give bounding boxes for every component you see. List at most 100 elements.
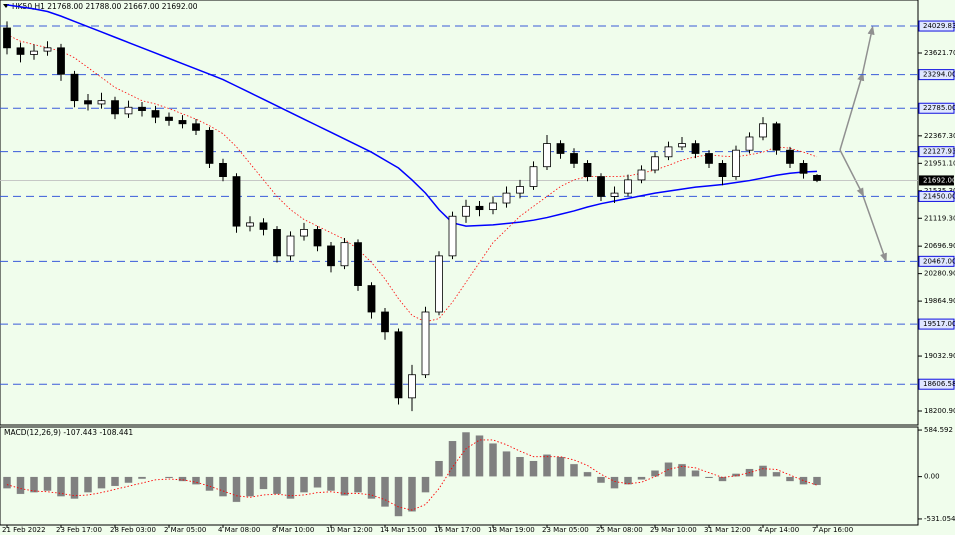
candle-body <box>340 242 349 267</box>
x-tick-label: 14 Mar 15:00 <box>380 526 427 534</box>
macd-bar <box>29 476 39 493</box>
macd-bar <box>83 476 93 493</box>
candle-body <box>367 285 376 313</box>
candle-body <box>759 123 767 138</box>
level-label: 19517.00 <box>923 320 955 328</box>
x-tick-label: 2 Mar 05:00 <box>164 526 206 534</box>
macd-bar <box>164 476 174 479</box>
macd-bar <box>799 476 808 485</box>
level-label-box <box>918 378 955 390</box>
macd-bar <box>407 476 417 512</box>
macd-bar <box>583 471 592 477</box>
candle-body <box>246 222 254 227</box>
candle-body <box>624 179 632 194</box>
signal-line <box>6 439 818 511</box>
candle-body <box>354 242 362 286</box>
candle-body <box>16 47 25 55</box>
macd-bar <box>137 476 147 480</box>
candle-body <box>178 120 187 125</box>
level-label-box <box>918 146 955 158</box>
arrow <box>861 25 875 77</box>
candle-body <box>313 229 322 247</box>
level-label: 20467.00 <box>923 257 955 265</box>
macd-bar <box>623 476 633 485</box>
level-label-box <box>918 20 955 32</box>
macd-bar <box>124 476 133 484</box>
macd-bar <box>596 476 606 484</box>
x-tick-label: 31 Mar 12:00 <box>704 526 751 534</box>
candle-body <box>799 162 808 174</box>
candle-body <box>489 202 497 211</box>
candle-body <box>192 123 200 131</box>
macd-bar <box>245 476 255 497</box>
y-tick-label: 0.00 <box>924 473 940 481</box>
y-tick-label: 20280.90 <box>924 270 955 278</box>
candle-body <box>813 175 821 181</box>
x-tick-label: 21 Feb 2022 <box>2 526 46 534</box>
candle-body <box>30 50 38 55</box>
current-price-label: 21692.00 <box>923 176 955 184</box>
x-tick-label: 29 Mar 10:00 <box>650 526 697 534</box>
candle-body <box>772 123 781 151</box>
candle-body <box>556 143 565 154</box>
y-tick-label: 21119.30 <box>924 214 955 222</box>
candle-body <box>705 153 713 164</box>
candle-body <box>529 166 538 187</box>
macd-bar <box>191 476 201 485</box>
y-tick-label: 18200.90 <box>924 407 955 415</box>
level-label: 18606.58 <box>923 380 955 388</box>
candle-body <box>678 143 686 148</box>
macd-bar <box>178 476 187 482</box>
main-frame <box>0 0 919 426</box>
macd-bar <box>272 476 282 495</box>
candle-body <box>435 255 443 313</box>
level-label-box <box>918 69 955 81</box>
macd-bar <box>461 431 471 477</box>
candle-body <box>691 143 700 154</box>
candle-body <box>664 146 673 158</box>
x-tick-label: 16 Mar 17:00 <box>434 526 481 534</box>
moving-average <box>6 34 818 323</box>
macd-bar <box>367 476 376 500</box>
macd-bar <box>56 476 66 497</box>
macd-bar <box>97 476 106 489</box>
candle-body <box>543 143 551 168</box>
macd-bar <box>286 476 295 500</box>
macd-title: MACD(12,26,9) -107.443 -108.441 <box>4 428 133 437</box>
macd-bar <box>569 463 579 477</box>
candle-body <box>124 106 133 115</box>
current-price-box <box>919 175 954 186</box>
candle-body <box>718 162 727 178</box>
candle-body <box>273 229 281 257</box>
candle-body <box>138 106 146 111</box>
candle-body <box>651 156 659 171</box>
x-tick-label: 18 Mar 19:00 <box>488 526 535 534</box>
level-label-box <box>918 255 955 267</box>
candle-body <box>421 311 430 376</box>
candle-body <box>408 374 416 399</box>
macd-bar <box>677 463 687 477</box>
level-label-box <box>918 190 955 202</box>
x-tick-label: 10 Mar 12:00 <box>326 526 373 534</box>
candle-body <box>219 162 227 178</box>
candle-body <box>381 311 389 333</box>
candle-body <box>286 235 295 257</box>
macd-bar <box>691 470 700 477</box>
macd-bar <box>394 476 403 517</box>
macd-bar <box>772 471 781 477</box>
macd-bar <box>232 476 241 503</box>
macd-bar <box>718 476 727 482</box>
candle-body <box>3 27 11 49</box>
chart-title: HK50,H1 21768.00 21788.00 21667.00 21692… <box>12 2 198 11</box>
y-tick-label: 21951.10 <box>924 159 955 167</box>
arrow <box>839 149 865 198</box>
candle-body <box>111 100 119 115</box>
level-label: 23294.00 <box>923 71 955 79</box>
macd-bar <box>16 476 25 495</box>
macd-bar <box>326 476 336 492</box>
x-tick-label: 23 Mar 05:00 <box>542 526 589 534</box>
candle-body <box>637 169 646 181</box>
macd-bar <box>434 460 444 477</box>
macd-frame <box>0 426 919 526</box>
